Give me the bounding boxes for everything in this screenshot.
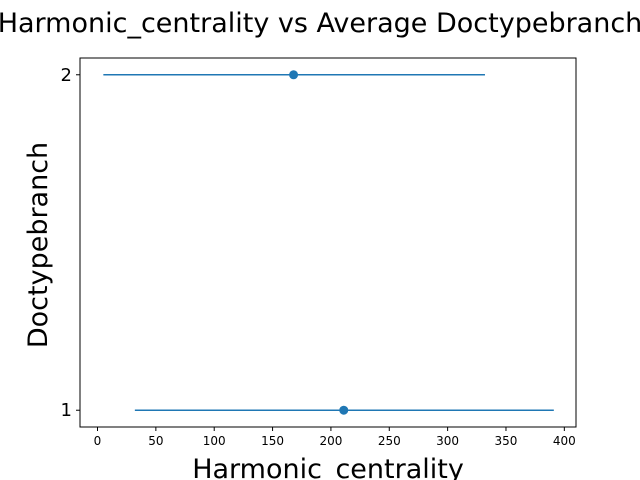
x-tick-label: 100: [203, 434, 226, 448]
y-axis-ticks: 12: [61, 65, 80, 421]
x-tick-label: 350: [495, 434, 518, 448]
y-tick-label: 1: [61, 400, 72, 421]
x-tick-label: 250: [378, 434, 401, 448]
y-tick-label: 2: [61, 65, 72, 86]
data-point: [289, 70, 299, 80]
chart-title: Harmonic_centrality vs Average Doctypebr…: [0, 8, 640, 39]
x-tick-label: 50: [148, 434, 163, 448]
series-layer: [103, 70, 554, 415]
x-tick-label: 150: [261, 434, 284, 448]
x-tick-label: 400: [553, 434, 576, 448]
x-tick-label: 0: [94, 434, 102, 448]
y-axis-label: Doctypebranch: [23, 142, 54, 348]
data-point: [339, 405, 349, 415]
plot-area: [79, 57, 577, 428]
x-axis-ticks: 0 50 100 150 200 250 300 350 400: [94, 427, 576, 448]
x-tick-label: 300: [436, 434, 459, 448]
x-tick-label: 200: [319, 434, 342, 448]
x-axis-label: Harmonic_centrality: [192, 454, 464, 480]
